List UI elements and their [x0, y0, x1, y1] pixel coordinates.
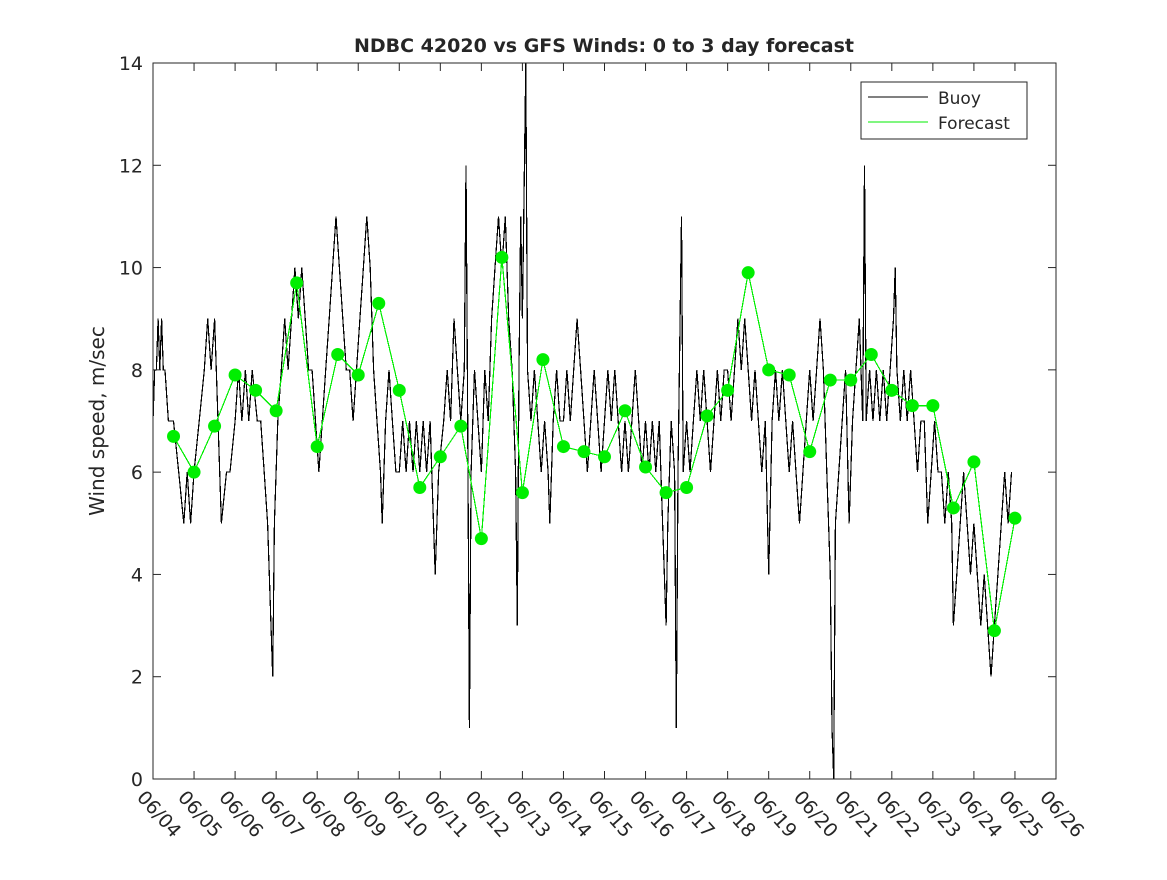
forecast-marker: [372, 296, 386, 310]
forecast-marker: [967, 455, 981, 469]
forecast-marker: [269, 404, 283, 418]
forecast-marker: [823, 373, 837, 387]
x-tick-label: 06/12: [461, 787, 514, 842]
forecast-marker: [413, 480, 427, 494]
forecast-marker: [946, 501, 960, 515]
forecast-marker: [228, 368, 242, 382]
legend: Buoy Forecast: [860, 81, 1028, 140]
x-tick-label: 06/16: [625, 787, 678, 842]
forecast-marker: [474, 532, 488, 546]
forecast-marker: [433, 450, 447, 464]
x-tick-label: 06/17: [666, 787, 719, 842]
forecast-marker: [885, 383, 899, 397]
forecast-marker: [659, 486, 673, 500]
forecast-marker: [167, 429, 181, 443]
y-tick-label: 0: [131, 769, 143, 791]
forecast-marker: [187, 465, 201, 479]
series-line-buoy: [152, 62, 1013, 780]
forecast-marker: [762, 363, 776, 377]
y-tick-label: 10: [119, 258, 143, 280]
forecast-marker: [556, 440, 570, 454]
forecast-marker: [536, 353, 550, 367]
x-tick-label: 06/19: [748, 787, 801, 842]
x-tick-label: 06/09: [338, 787, 391, 842]
x-tick-label: 06/15: [584, 787, 637, 842]
y-axis: 0 2 4 6 8 10 12 14: [119, 53, 1056, 791]
forecast-marker: [905, 399, 919, 413]
forecast-marker: [618, 404, 632, 418]
forecast-marker: [577, 445, 591, 459]
forecast-marker: [844, 373, 858, 387]
y-tick-label: 6: [131, 462, 143, 484]
x-tick-label: 06/11: [420, 787, 473, 842]
x-tick-label: 06/05: [173, 787, 226, 842]
forecast-marker: [926, 399, 940, 413]
forecast-marker: [208, 419, 222, 433]
y-tick-label: 8: [131, 360, 143, 382]
forecast-marker: [803, 445, 817, 459]
series-line-forecast: [172, 257, 1016, 631]
x-tick-label: 06/21: [830, 787, 883, 842]
x-tick-label: 06/14: [543, 787, 596, 842]
y-tick-label: 12: [119, 155, 143, 177]
forecast-marker: [680, 480, 694, 494]
forecast-marker: [310, 440, 324, 454]
forecast-marker: [454, 419, 468, 433]
forecast-marker: [782, 368, 796, 382]
forecast-marker: [864, 348, 878, 362]
x-tick-label: 06/26: [1035, 787, 1088, 842]
x-tick-label: 06/25: [994, 787, 1047, 842]
chart-title: NDBC 42020 vs GFS Winds: 0 to 3 day fore…: [354, 35, 854, 57]
forecast-marker: [515, 486, 529, 500]
legend-label-forecast: Forecast: [938, 114, 1010, 134]
y-tick-label: 14: [119, 53, 143, 75]
forecast-marker: [392, 383, 406, 397]
x-tick-label: 06/08: [296, 787, 349, 842]
x-tick-label: 06/13: [502, 787, 555, 842]
forecast-marker: [598, 450, 611, 464]
x-tick-label: 06/07: [255, 787, 308, 842]
x-tick-label: 06/18: [707, 787, 760, 842]
forecast-marker: [1008, 511, 1022, 525]
forecast-marker: [351, 368, 365, 382]
legend-label-buoy: Buoy: [938, 89, 981, 109]
x-tick-label: 06/24: [953, 787, 1006, 842]
x-tick-label: 06/22: [871, 787, 924, 842]
forecast-marker: [249, 383, 263, 397]
x-tick-label: 06/10: [379, 787, 432, 842]
y-tick-label: 2: [131, 667, 143, 689]
x-tick-label: 06/04: [132, 787, 185, 842]
forecast-marker: [700, 409, 714, 423]
y-tick-label: 4: [131, 564, 143, 586]
legend-box: [860, 81, 1028, 140]
series-layer: [152, 62, 1016, 780]
x-tick-label: 06/06: [214, 787, 267, 842]
forecast-marker: [639, 460, 653, 474]
forecast-marker: [331, 348, 345, 362]
x-tick-label: 06/20: [789, 787, 842, 842]
forecast-marker: [987, 624, 1001, 638]
forecast-marker: [290, 276, 304, 290]
forecast-marker: [741, 266, 755, 280]
y-axis-label: Wind speed, m/sec: [85, 326, 109, 516]
forecast-marker: [721, 383, 735, 397]
marker-layer: [167, 250, 1022, 638]
forecast-marker: [495, 250, 509, 264]
x-tick-label: 06/23: [912, 787, 965, 842]
